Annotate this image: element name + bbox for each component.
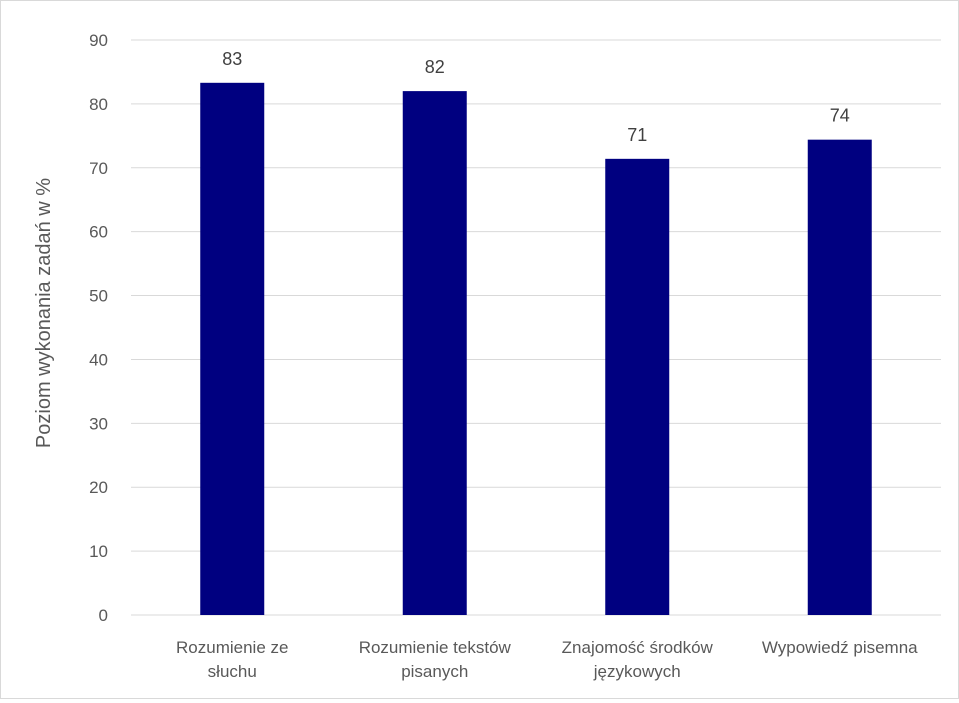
bars	[200, 82, 872, 616]
data-label: 74	[830, 106, 850, 126]
y-tick-label: 50	[89, 287, 108, 306]
x-axis-categories: Rozumienie ze słuchu Rozumienie tekstów pis…	[176, 638, 918, 681]
x-category-label: Rozumienie tekstów pisanych	[359, 638, 512, 681]
x-category-label: Znajomość środków językowych	[562, 638, 714, 681]
y-tick-label: 30	[89, 414, 108, 433]
y-tick-label: 40	[89, 350, 108, 369]
bar	[200, 82, 265, 616]
y-tick-label: 20	[89, 478, 108, 497]
bar	[807, 139, 872, 615]
gridlines	[131, 39, 941, 616]
y-tick-label: 0	[99, 606, 108, 625]
y-axis-title: Poziom wykonania zadań w %	[33, 178, 55, 448]
bar	[402, 91, 467, 616]
data-label: 71	[627, 125, 647, 145]
data-labels: 83 82 71 74	[222, 49, 850, 145]
y-tick-label: 90	[89, 31, 108, 50]
y-tick-label: 10	[89, 542, 108, 561]
y-tick-label: 70	[89, 159, 108, 178]
y-tick-label: 60	[89, 223, 108, 242]
y-axis-ticks: 0 10 20 30 40 50 60 70 80 90	[89, 31, 108, 625]
y-tick-label: 80	[89, 95, 108, 114]
x-category-label: Wypowiedź pisemna	[762, 638, 918, 657]
bar	[605, 158, 670, 616]
data-label: 82	[425, 57, 445, 77]
x-category-label: Rozumienie ze słuchu	[176, 638, 288, 681]
data-label: 83	[222, 49, 242, 69]
